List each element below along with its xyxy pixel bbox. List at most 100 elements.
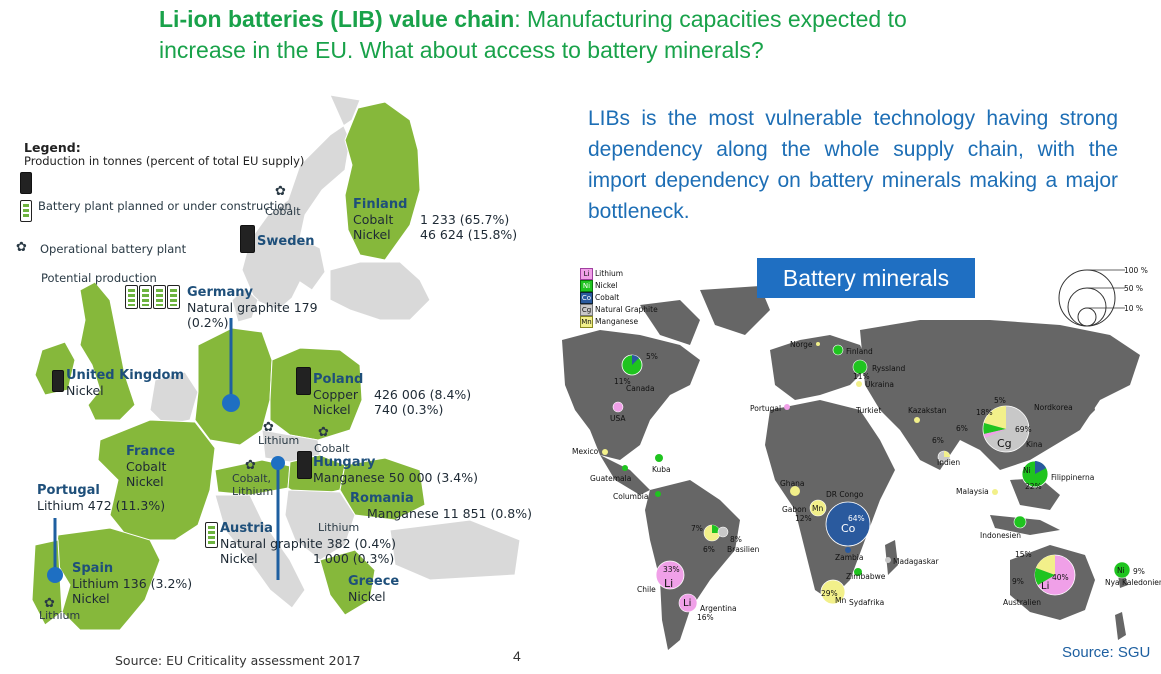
poland-values: 426 006 (8.4%) 740 (0.3%) [374, 387, 471, 417]
country-line: Nickel [66, 383, 104, 398]
eu-legend: Legend: Production in tonnes (percent of… [24, 140, 324, 168]
country-greece: Greece Nickel [348, 574, 399, 604]
country-uk: United Kingdom Nickel [66, 368, 184, 398]
place-argentina: Argentina [700, 604, 737, 613]
poland-value: 740 (0.3%) [374, 402, 444, 417]
planned-battery-icon [205, 522, 218, 548]
title-bold: Li-ion batteries (LIB) value chain [159, 6, 515, 32]
operational-battery-icon [296, 367, 311, 395]
minerals-legend: Li Lithium Ni Nickel Co Cobalt Cg Natural Gr… [580, 268, 658, 328]
manganese-swatch: Mn [580, 316, 593, 328]
place-turkiet: Turkiet [856, 406, 882, 415]
legend-title: Legend: [24, 140, 81, 155]
legend-operational-leaf-icon: ✿ [16, 240, 27, 255]
pct-argentina-16: 16% [697, 613, 714, 622]
country-name: Greece [348, 574, 400, 589]
pct-gabon-12: 12% [795, 514, 812, 523]
pct-canada-11: 11% [614, 377, 631, 386]
legend-planned: Battery plant planned or under construct… [38, 199, 292, 213]
legend-label: Manganese [595, 317, 639, 326]
finland-value: 1 233 (65.7%) [420, 212, 510, 227]
planned-battery-icon [153, 285, 166, 309]
leaf-icon: ✿ [263, 420, 274, 435]
cobalt-swatch: Co [580, 292, 593, 304]
size-scale [1058, 269, 1125, 327]
potential-production-label: Potential production [41, 271, 157, 285]
place-nordkorea: Nordkorea [1034, 403, 1073, 412]
eu-map-shapes [0, 88, 530, 674]
place-madagaskar: Madagaskar [893, 557, 939, 566]
legend-item-cobalt: Co Cobalt [580, 292, 658, 304]
operational-battery-icon [240, 225, 255, 253]
country-name: Finland [353, 197, 408, 212]
place-ghana: Ghana [780, 479, 805, 488]
pie-code-mn: Mn [835, 596, 847, 605]
page-number: 4 [513, 648, 521, 664]
pct-filippinerna-22: 22% [1025, 482, 1042, 491]
place-brasilien: Brasilien [727, 545, 760, 554]
country-germany: Germany Natural graphite 179 (0.2%) [187, 285, 318, 330]
place-malaysia: Malaysia [956, 487, 989, 496]
vulnerability-text: LIBs is the most vulnerable technology h… [588, 107, 1118, 223]
place-kuba: Kuba [652, 465, 671, 474]
place-filippinerna: Filippinerna [1051, 473, 1095, 482]
country-line: Lithium 472 (11.3%) [37, 498, 166, 513]
leaf-icon: ✿ [245, 458, 256, 473]
country-name: Romania [350, 491, 414, 506]
operational-battery-icon [297, 451, 312, 479]
finland-value: 46 624 (15.8%) [420, 227, 518, 242]
legend-production: Production in tonnes (percent of total E… [24, 154, 305, 168]
country-name: France [126, 444, 176, 459]
pct-kina-69: 69% [1015, 425, 1032, 434]
pct-brasilien-6: 6% [703, 545, 715, 554]
country-finland: Finland Cobalt Nickel [353, 197, 407, 242]
pie-code-ni: Ni [1117, 566, 1125, 575]
country-line: Nickel [353, 227, 391, 242]
pct-sydafrika-29: 29% [821, 589, 838, 598]
pct-nyakaledonien-9: 9% [1133, 567, 1145, 576]
title-rest: : Manufacturing capacities expected to i… [159, 6, 907, 63]
poland-value: 426 006 (8.4%) [374, 387, 472, 402]
country-name: Spain [72, 561, 114, 576]
nickel-swatch: Ni [580, 280, 593, 292]
place-canada: Canada [626, 384, 655, 393]
planned-battery-icon [125, 285, 138, 309]
pct-kina-18: 18% [976, 408, 993, 417]
legend-label: Nickel [595, 281, 618, 290]
place-zimbabwe: Zimbabwe [846, 572, 886, 581]
pct-brasilien-7: 7% [691, 524, 703, 533]
pie-code-mn: Mn [812, 504, 824, 513]
austria-value: 1 000 (0.3%) [313, 551, 395, 566]
country-name: Germany [187, 285, 253, 300]
place-kazakstan: Kazakstan [908, 406, 947, 415]
place-guatemala: Guatemala [590, 474, 632, 483]
country-austria: Austria Natural graphite 382 (0.4%) Nick… [220, 521, 396, 566]
legend-label: Cobalt [595, 293, 620, 302]
mineral-label-cobalt-sweden: Cobalt [265, 205, 301, 218]
legend-operational-battery-icon [20, 172, 32, 194]
lithium-swatch: Li [580, 268, 593, 280]
country-name: Hungary [313, 455, 376, 470]
country-name: Austria [220, 521, 273, 536]
country-line: Manganese 11 851 (0.8%) [367, 506, 532, 521]
place-columbia: Columbia [613, 492, 649, 501]
country-spain: Spain Lithium 136 (3.2%) Nickel [72, 561, 192, 606]
pct-indien-6: 6% [932, 436, 944, 445]
place-ukraina: Ukraina [865, 380, 894, 389]
pie-code-ni: Ni [1023, 466, 1031, 475]
pct-kina-5: 5% [994, 396, 1006, 405]
scale-100: 100 % [1124, 266, 1148, 275]
uk-battery-icon [52, 370, 64, 392]
country-poland: Poland Copper Nickel [313, 372, 363, 417]
pct-kina-6: 6% [956, 424, 968, 433]
place-norge: Norge [790, 340, 813, 349]
planned-battery-icon [167, 285, 180, 309]
leaf-icon: ✿ [275, 184, 286, 199]
pct-australien-15: 15% [1015, 550, 1032, 559]
place-australien: Australien [1003, 598, 1041, 607]
country-name: Portugal [37, 483, 100, 498]
country-name: Poland [313, 372, 364, 387]
place-portugal: Portugal [750, 404, 782, 413]
graphite-swatch: Cg [580, 304, 593, 316]
eu-map [0, 88, 530, 674]
